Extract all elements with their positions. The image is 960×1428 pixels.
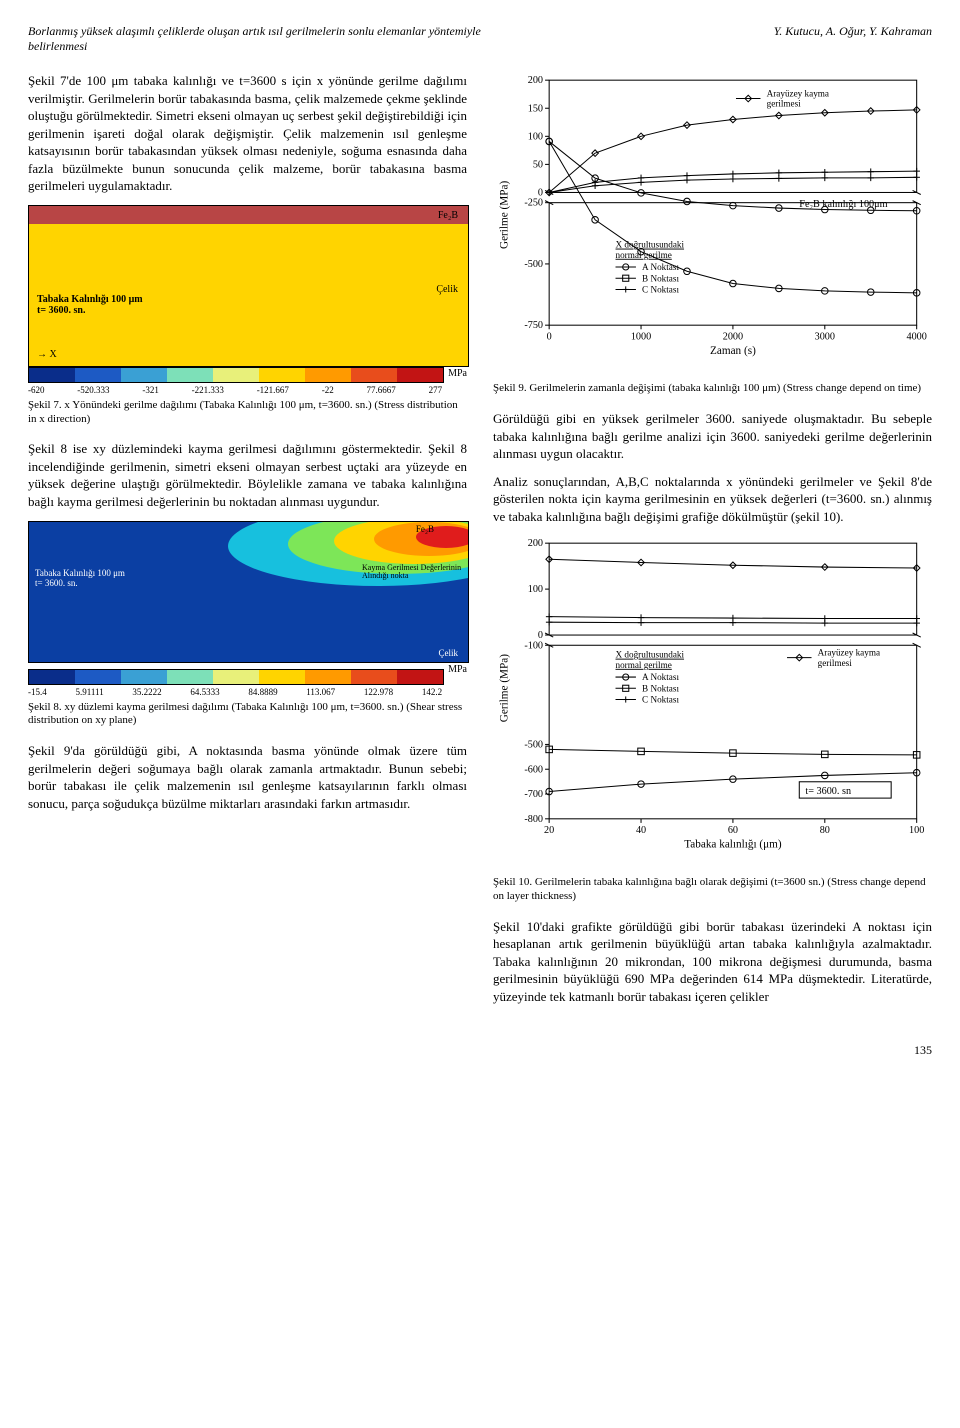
svg-text:150: 150 xyxy=(528,103,543,114)
fig9-caption: Şekil 9. Gerilmelerin zamanla değişimi (… xyxy=(493,382,932,396)
fig8-label-fe2b: Fe₂B xyxy=(416,524,434,534)
svg-text:-750: -750 xyxy=(524,320,543,331)
svg-text:t= 3600. sn: t= 3600. sn xyxy=(805,786,851,797)
svg-text:4000: 4000 xyxy=(906,331,926,342)
svg-text:3000: 3000 xyxy=(815,331,835,342)
fig9-svg: 01000200030004000050100150200-750-500-25… xyxy=(493,72,932,378)
fig7-label-celik: Çelik xyxy=(436,284,458,295)
fig7-x-arrow: → X xyxy=(37,349,57,360)
header-right: Y. Kutucu, A. Oğur, Y. Kahraman xyxy=(774,24,932,54)
svg-text:100: 100 xyxy=(528,584,543,595)
svg-text:Arayüzey kayma: Arayüzey kayma xyxy=(767,89,829,99)
svg-text:X doğrultusundaki: X doğrultusundaki xyxy=(616,240,685,250)
svg-text:-600: -600 xyxy=(524,765,543,776)
svg-text:200: 200 xyxy=(528,75,543,86)
svg-text:gerilmesi: gerilmesi xyxy=(818,658,853,668)
svg-text:Fe₂B kalınlığı 100μm: Fe₂B kalınlığı 100μm xyxy=(799,199,887,210)
svg-text:X doğrultusundaki: X doğrultusundaki xyxy=(616,650,685,660)
svg-text:normal gerilme: normal gerilme xyxy=(616,250,672,260)
svg-text:A Noktası: A Noktası xyxy=(642,262,679,272)
fig8-contour: Tabaka Kalınlığı 100 μmt= 3600. sn. Fe₂B… xyxy=(28,521,469,663)
svg-text:gerilmesi: gerilmesi xyxy=(767,99,802,109)
svg-text:-700: -700 xyxy=(524,789,543,800)
svg-text:B Noktası: B Noktası xyxy=(642,273,679,283)
svg-text:200: 200 xyxy=(528,539,543,550)
svg-text:0: 0 xyxy=(547,331,552,342)
left-para-1: Şekil 7'de 100 μm tabaka kalınlığı ve t=… xyxy=(28,72,467,195)
svg-text:C Noktası: C Noktası xyxy=(642,285,679,295)
svg-text:100: 100 xyxy=(909,825,924,836)
fig7-caption: Şekil 7. x Yönündeki gerilme dağılımı (T… xyxy=(28,399,467,427)
svg-text:Gerilme (MPa): Gerilme (MPa) xyxy=(498,654,510,722)
figure-8: Tabaka Kalınlığı 100 μmt= 3600. sn. Fe₂B… xyxy=(28,521,467,697)
running-header: Borlanmış yüksek alaşımlı çeliklerde olu… xyxy=(28,24,932,54)
svg-text:Tabaka kalınlığı (μm): Tabaka kalınlığı (μm) xyxy=(684,839,782,851)
svg-text:2000: 2000 xyxy=(723,331,743,342)
svg-text:normal gerilme: normal gerilme xyxy=(616,660,672,670)
fig8-colorbar xyxy=(28,669,444,685)
page-number: 135 xyxy=(28,1043,932,1058)
fig7-contour: Fe₂B Çelik Tabaka Kalınlığı 100 μmt= 360… xyxy=(28,205,469,367)
svg-text:-500: -500 xyxy=(524,259,543,270)
fig8-colorbar-ticks: -15.45.9111135.222264.533384.8889113.067… xyxy=(28,687,442,697)
figure-10: 204060801000100200-800-700-600-500-100Ge… xyxy=(493,535,932,872)
svg-text:80: 80 xyxy=(820,825,830,836)
fig8-label-celik: Çelik xyxy=(439,648,459,658)
fig7-colorbar-ticks: -620-520.333-321-221.333-121.667-2277.66… xyxy=(28,385,442,395)
fig7-mpa-label: MPa xyxy=(448,367,467,379)
svg-text:100: 100 xyxy=(528,131,543,142)
figure-9: 01000200030004000050100150200-750-500-25… xyxy=(493,72,932,378)
right-para-1: Görüldüğü gibi en yüksek gerilmeler 3600… xyxy=(493,410,932,463)
figure-7: Fe₂B Çelik Tabaka Kalınlığı 100 μmt= 360… xyxy=(28,205,467,395)
fig8-inset: Tabaka Kalınlığı 100 μmt= 3600. sn. xyxy=(35,568,125,588)
left-para-3: Şekil 9'da görüldüğü gibi, A noktasında … xyxy=(28,742,467,812)
svg-text:-250: -250 xyxy=(524,198,543,209)
svg-text:60: 60 xyxy=(728,825,738,836)
svg-text:1000: 1000 xyxy=(631,331,651,342)
svg-text:20: 20 xyxy=(544,825,554,836)
fig7-top-band xyxy=(29,206,468,224)
left-column: Şekil 7'de 100 μm tabaka kalınlığı ve t=… xyxy=(28,72,467,1015)
svg-text:40: 40 xyxy=(636,825,646,836)
svg-text:-500: -500 xyxy=(524,740,543,751)
fig8-mpa-label: MPa xyxy=(448,663,467,675)
svg-text:-100: -100 xyxy=(524,641,543,652)
svg-text:Zaman (s): Zaman (s) xyxy=(710,345,756,357)
fig7-inset: Tabaka Kalınlığı 100 μmt= 3600. sn. xyxy=(37,294,143,316)
left-para-2: Şekil 8 ise xy düzlemindeki kayma gerilm… xyxy=(28,440,467,510)
right-para-2: Analiz sonuçlarından, A,B,C noktalarında… xyxy=(493,473,932,526)
svg-text:Gerilme (MPa): Gerilme (MPa) xyxy=(498,181,510,249)
right-column: 01000200030004000050100150200-750-500-25… xyxy=(493,72,932,1015)
fig7-x-arrow-label: X xyxy=(50,349,57,360)
right-para-3: Şekil 10'daki grafikte görüldüğü gibi bo… xyxy=(493,918,932,1006)
fig8-callout: Kayma Gerilmesi Değerlerinin Alındığı no… xyxy=(362,564,462,581)
fig10-caption: Şekil 10. Gerilmelerin tabaka kalınlığın… xyxy=(493,876,932,904)
svg-text:Arayüzey kayma: Arayüzey kayma xyxy=(818,648,880,658)
header-left: Borlanmış yüksek alaşımlı çeliklerde olu… xyxy=(28,24,525,54)
fig8-caption: Şekil 8. xy düzlemi kayma gerilmesi dağı… xyxy=(28,701,467,729)
svg-text:-800: -800 xyxy=(524,814,543,825)
fig7-label-fe2b: Fe₂B xyxy=(438,210,458,221)
svg-text:50: 50 xyxy=(533,159,543,170)
svg-text:C Noktası: C Noktası xyxy=(642,695,679,705)
svg-text:B Noktası: B Noktası xyxy=(642,684,679,694)
fig7-colorbar xyxy=(28,367,444,383)
fig10-svg: 204060801000100200-800-700-600-500-100Ge… xyxy=(493,535,932,872)
svg-text:A Noktası: A Noktası xyxy=(642,672,679,682)
